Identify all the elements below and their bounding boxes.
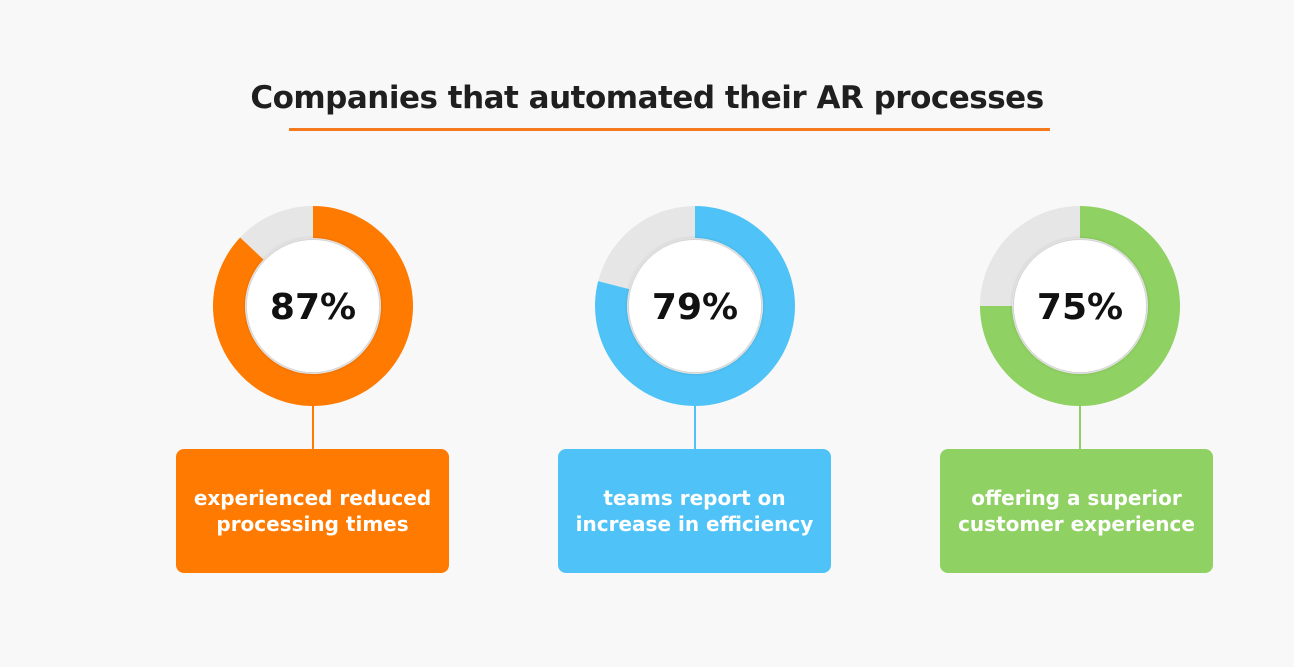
caption-text-3: offering a superior customer experience [958, 486, 1195, 536]
caption-card-3: offering a superior customer experience [940, 449, 1213, 573]
caption-card-2: teams report on increase in efficiency [558, 449, 831, 573]
donut-value-arc-2 [595, 206, 796, 407]
donut-track-1 [240, 206, 313, 260]
title-underline [289, 128, 1050, 131]
caption-text-1: experienced reduced processing times [193, 486, 432, 536]
percent-label-3: 75% [1037, 287, 1123, 328]
percent-label-1: 87% [270, 287, 356, 328]
percent-label-2: 79% [652, 287, 738, 328]
caption-card-1: experienced reduced processing times [176, 449, 449, 573]
donut-center-2 [629, 240, 761, 372]
caption-text-2: teams report on increase in efficiency [575, 486, 814, 536]
donut-center-1 [247, 240, 379, 372]
donut-value-arc-3 [980, 206, 1180, 406]
donut-center-3 [1014, 240, 1146, 372]
donut-track-3 [980, 206, 1080, 306]
donut-value-arc-1 [212, 206, 413, 406]
donut-track-2 [598, 206, 695, 290]
page-title: Companies that automated their AR proces… [250, 80, 1044, 116]
